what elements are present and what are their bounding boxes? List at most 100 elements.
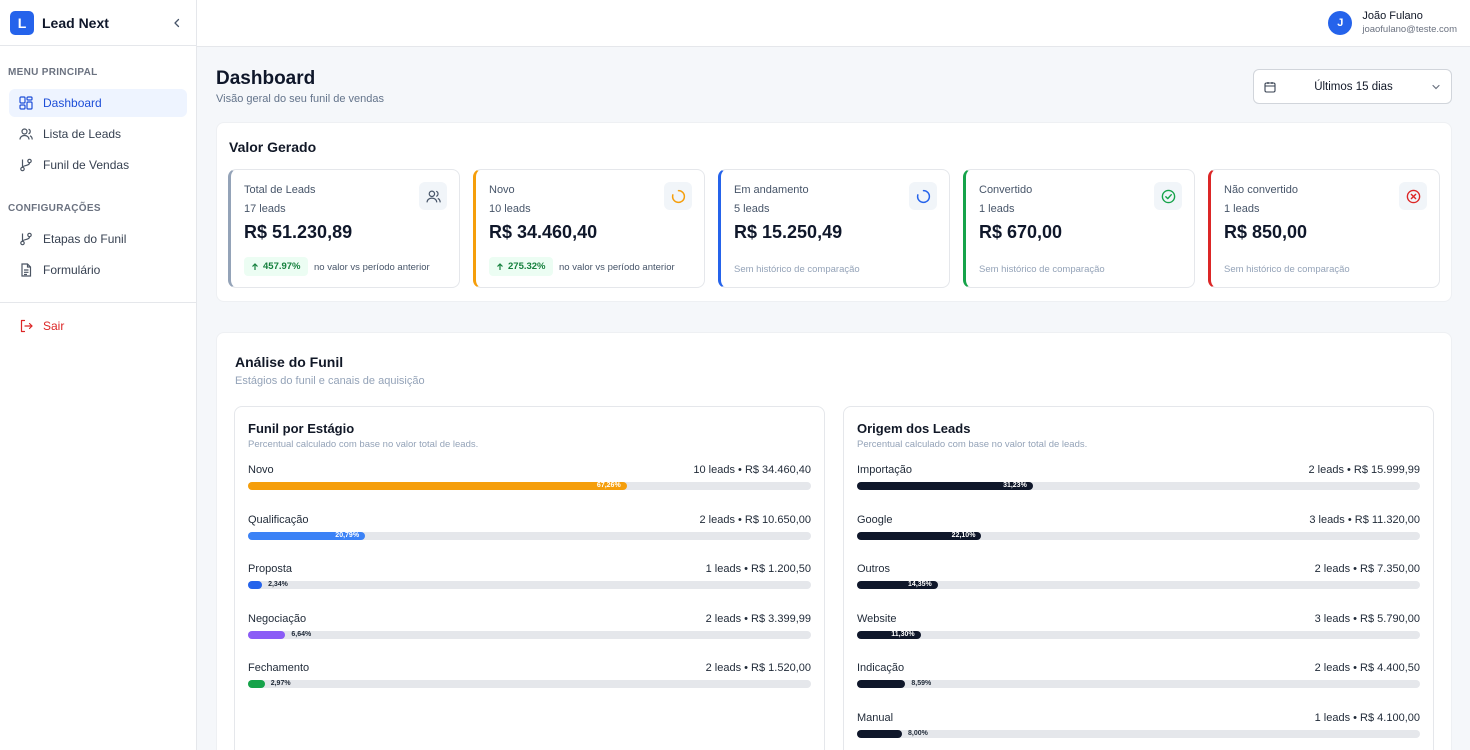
sidebar-item-lista-de-leads[interactable]: Lista de Leads: [9, 120, 187, 148]
kpi-count: 17 leads: [244, 203, 286, 215]
section-title-menu: MENU PRINCIPAL: [8, 67, 98, 78]
arrow-up-icon: [252, 262, 258, 270]
progress-track: 31,23%: [857, 482, 1420, 490]
kpi-value: R$ 670,00: [979, 222, 1063, 242]
row-label: Negociação: [248, 612, 307, 625]
sidebar-item-label: Formulário: [43, 263, 101, 277]
row-label: Proposta: [248, 563, 293, 576]
progress-fill: [857, 730, 903, 738]
sidebar-item-formulario[interactable]: Formulário: [9, 256, 187, 284]
kpi-card-nao-convertido: Não convertido 1 leads R$ 850,00 Sem his…: [1208, 169, 1440, 288]
progress-percent: 2,34%: [268, 581, 288, 589]
progress-fill: [857, 680, 906, 689]
loader-icon: [909, 182, 937, 210]
avatar: J: [1328, 10, 1353, 35]
sidebar-item-label: Etapas do Funil: [43, 232, 127, 246]
valor-gerado-title: Valor Gerado: [229, 139, 317, 155]
progress-track: 2,34%: [248, 581, 811, 590]
users-icon: [18, 127, 33, 142]
row-label: Qualificação: [248, 513, 309, 526]
row-meta: 3 leads • R$ 5.790,00: [1314, 612, 1420, 625]
progress-track: 14,35%: [857, 581, 1420, 590]
sidebar-item-label: Funil de Vendas: [43, 158, 130, 172]
progress-percent: 14,35%: [908, 581, 932, 589]
kpi-compare-text: no valor vs período anterior: [559, 262, 675, 273]
page-subtitle: Visão geral do seu funil de vendas: [216, 93, 384, 105]
sidebar-item-etapas-do-funil[interactable]: Etapas do Funil: [9, 225, 187, 253]
progress-track: 2,97%: [248, 680, 811, 689]
kpi-title: Em andamento: [734, 184, 809, 196]
row-meta: 1 leads • R$ 1.200,50: [705, 563, 811, 576]
funnel-stage-row: Negociação 2 leads • R$ 3.399,99 6,64%: [248, 613, 811, 653]
brand-name: Lead Next: [42, 14, 109, 31]
kpi-card-convertido: Convertido 1 leads R$ 670,00 Sem históri…: [963, 169, 1195, 288]
kpi-card-total-de-leads: Total de Leads 17 leads R$ 51.230,89 457…: [228, 169, 460, 288]
progress-percent: 20,79%: [335, 531, 360, 539]
row-label: Indicação: [857, 662, 905, 675]
user-menu[interactable]: J João Fulano joaofulano@teste.com: [1328, 10, 1457, 35]
kpi-count: 10 leads: [489, 203, 531, 215]
row-meta: 10 leads • R$ 34.460,40: [693, 464, 811, 476]
row-meta: 1 leads • R$ 4.100,00: [1314, 712, 1420, 724]
progress-percent: 2,97%: [270, 680, 291, 688]
kpi-title: Novo: [489, 184, 515, 196]
date-range-select[interactable]: Últimos 15 dias: [1253, 69, 1452, 104]
lead-source-row: Indicação 2 leads • R$ 4.400,50 8,59%: [857, 662, 1420, 702]
progress-track: 22,10%: [857, 531, 1420, 540]
progress-percent: 8,00%: [908, 730, 928, 737]
origem-card-title: Origem dos Leads: [857, 421, 971, 436]
funnel-stage-row: Qualificação 2 leads • R$ 10.650,00 20,79%: [248, 514, 811, 554]
kpi-compare-text: no valor vs período anterior: [314, 262, 430, 273]
sidebar: L Lead Next MENU PRINCIPAL Dashboard Lis…: [0, 0, 197, 750]
sidebar-item-dashboard[interactable]: Dashboard: [9, 89, 187, 117]
kpi-no-compare-text: Sem histórico de comparação: [1224, 264, 1350, 275]
lead-source-row: Website 3 leads • R$ 5.790,00 11,30%: [857, 613, 1420, 653]
row-meta: 2 leads • R$ 10.650,00: [699, 513, 812, 526]
progress-percent: 11,30%: [891, 630, 915, 638]
topbar: J João Fulano joaofulano@teste.com: [197, 0, 1470, 47]
funnel-stage-row: Proposta 1 leads • R$ 1.200,50 2,34%: [248, 563, 811, 603]
layout-grid-icon: [18, 96, 33, 111]
progress-fill: 22,10%: [857, 531, 982, 540]
git-branch-icon: [18, 158, 33, 173]
kpi-growth-value: 275.32%: [508, 261, 546, 272]
progress-percent: 31,23%: [1003, 482, 1027, 489]
sidebar-item-label: Dashboard: [43, 96, 102, 110]
check-circle-icon: [1154, 182, 1182, 210]
user-name: João Fulano: [1362, 10, 1423, 22]
user-email: joaofulano@teste.com: [1362, 24, 1457, 35]
progress-fill: [248, 630, 286, 639]
page-title: Dashboard: [216, 68, 316, 89]
funil-por-estagio-card: Funil por Estágio Percentual calculado c…: [234, 406, 825, 750]
progress-percent: 67,26%: [596, 482, 621, 489]
kpi-card-novo: Novo 10 leads R$ 34.460,40 275.32% no va…: [473, 169, 705, 288]
sidebar-item-funil-de-vendas[interactable]: Funil de Vendas: [9, 151, 187, 179]
date-range-value: Últimos 15 dias: [1314, 80, 1393, 93]
progress-track: 8,59%: [857, 680, 1420, 689]
lead-source-row: Importação 2 leads • R$ 15.999,99 31,23%: [857, 464, 1420, 504]
progress-track: 67,26%: [248, 482, 811, 490]
funnel-stage-row: Fechamento 2 leads • R$ 1.520,00 2,97%: [248, 662, 811, 702]
progress-fill: 31,23%: [857, 482, 1033, 490]
brand-logo: L: [10, 10, 34, 35]
lead-source-row: Manual 1 leads • R$ 4.100,00 8,00%: [857, 712, 1420, 750]
calendar-icon: [1264, 81, 1276, 93]
collapse-sidebar-button[interactable]: [168, 14, 186, 32]
row-label: Fechamento: [248, 662, 310, 675]
row-label: Importação: [857, 464, 913, 476]
origem-card-subtitle: Percentual calculado com base no valor t…: [857, 439, 1088, 450]
row-meta: 3 leads • R$ 11.320,00: [1309, 513, 1420, 526]
progress-track: 20,79%: [248, 531, 811, 540]
row-label: Manual: [857, 712, 894, 724]
progress-percent: 6,64%: [291, 630, 312, 638]
lead-source-row: Outros 2 leads • R$ 7.350,00 14,35%: [857, 563, 1420, 603]
lead-source-row: Google 3 leads • R$ 11.320,00 22,10%: [857, 514, 1420, 554]
progress-fill: [248, 680, 265, 689]
progress-percent: 8,59%: [911, 680, 932, 688]
loader-icon: [664, 182, 692, 210]
logout-label: Sair: [43, 319, 65, 333]
brand-header: L Lead Next: [0, 0, 196, 46]
arrow-up-icon: [497, 262, 503, 270]
logout-button[interactable]: Sair: [9, 312, 187, 340]
kpi-value: R$ 15.250,49: [734, 222, 843, 242]
